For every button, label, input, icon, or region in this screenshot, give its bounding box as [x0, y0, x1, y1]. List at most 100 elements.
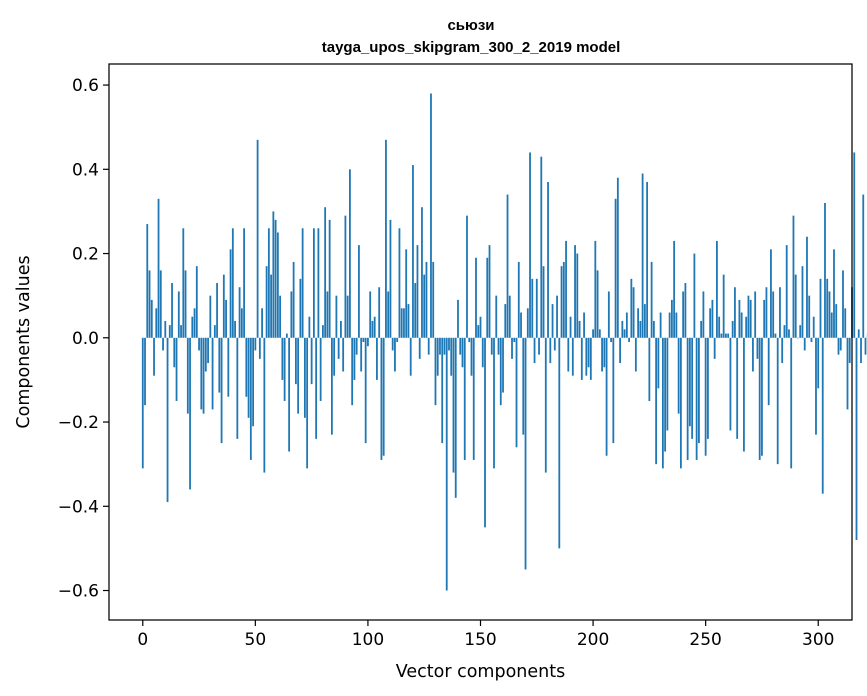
bar-component-272 — [754, 291, 757, 338]
y-tick-label: 0.0 — [72, 329, 99, 349]
bar-component-93 — [351, 337, 354, 406]
bar-component-106 — [380, 337, 383, 460]
bar-component-148 — [475, 257, 477, 338]
plot-frame — [108, 63, 853, 621]
bar-component-82 — [326, 291, 329, 338]
bar-component-163 — [508, 295, 511, 338]
bar-component-230 — [659, 312, 662, 338]
bar-component-277 — [765, 287, 768, 338]
bar-component-287 — [788, 329, 790, 338]
bar-component-149 — [477, 325, 480, 338]
x-tick-label: 250 — [689, 630, 721, 650]
bar-component-307 — [833, 249, 835, 338]
bar-component-65 — [288, 337, 291, 452]
bar-component-278 — [767, 337, 770, 406]
bar-component-217 — [630, 278, 633, 338]
bar-component-191 — [571, 337, 574, 376]
bar-component-178 — [542, 266, 545, 338]
bar-component-153 — [486, 257, 489, 338]
bar-component-244 — [691, 337, 694, 439]
bar-component-220 — [637, 308, 640, 338]
bar-component-59 — [274, 219, 277, 338]
bar-component-127 — [427, 337, 430, 355]
bar-component-77 — [315, 337, 318, 439]
bar-component-135 — [445, 337, 448, 591]
bar-component-63 — [283, 337, 286, 401]
bar-component-20 — [186, 337, 189, 414]
bar-component-184 — [556, 295, 558, 338]
bar-component-15 — [175, 337, 178, 401]
y-tick-label: −0.4 — [58, 497, 99, 517]
bar-component-33 — [216, 283, 218, 338]
bar-component-16 — [177, 291, 180, 338]
bar-component-182 — [551, 304, 554, 338]
bar-component-167 — [517, 261, 520, 338]
bar-component-37 — [225, 299, 227, 338]
bar-component-79 — [319, 337, 322, 401]
bar-component-232 — [664, 337, 667, 452]
bar-component-188 — [565, 240, 567, 338]
bar-component-166 — [515, 337, 518, 448]
bar-component-45 — [243, 228, 245, 338]
bar-component-179 — [544, 337, 547, 473]
bar-component-94 — [353, 337, 356, 380]
bar-component-111 — [391, 337, 394, 351]
bar-component-150 — [479, 316, 482, 338]
bar-component-320 — [862, 194, 865, 338]
bar-component-30 — [209, 295, 212, 338]
bar-component-35 — [220, 337, 223, 444]
bar-component-319 — [860, 337, 862, 364]
bar-component-283 — [779, 287, 781, 338]
bar-component-274 — [758, 337, 761, 460]
bar-component-60 — [276, 232, 279, 338]
bar-component-41 — [234, 320, 236, 338]
bar-component-14 — [173, 337, 176, 368]
bar-component-263 — [734, 287, 736, 338]
bar-component-67 — [292, 261, 295, 338]
bar-component-10 — [164, 320, 167, 338]
bar-component-250 — [704, 337, 707, 456]
bar-component-207 — [607, 291, 610, 338]
bar-component-242 — [686, 337, 689, 460]
bar-component-225 — [648, 337, 651, 401]
bar-component-219 — [634, 337, 637, 372]
bar-component-169 — [522, 337, 525, 435]
bar-component-54 — [263, 337, 266, 473]
bar-component-214 — [623, 329, 626, 338]
bar-component-246 — [695, 337, 698, 460]
bar-component-88 — [340, 320, 342, 338]
bar-component-3 — [148, 270, 151, 338]
bar-component-156 — [493, 337, 495, 469]
bar-component-143 — [463, 337, 466, 460]
x-tick-label: 200 — [577, 630, 609, 650]
bar-component-8 — [159, 270, 162, 338]
bar-component-275 — [761, 337, 763, 456]
bar-component-170 — [524, 337, 527, 570]
bar-component-87 — [337, 337, 340, 359]
bar-component-174 — [533, 337, 536, 364]
bar-component-162 — [506, 194, 509, 338]
bar-component-62 — [281, 337, 284, 380]
bar-component-132 — [439, 337, 441, 355]
bar-component-185 — [558, 337, 561, 549]
bar-component-227 — [652, 320, 655, 338]
bar-component-70 — [299, 278, 302, 338]
bar-component-298 — [812, 316, 815, 338]
bar-component-78 — [317, 228, 320, 338]
bar-component-204 — [601, 337, 603, 372]
bar-component-255 — [716, 240, 718, 338]
bar-component-152 — [484, 337, 486, 528]
bar-component-261 — [729, 337, 732, 431]
bar-component-190 — [569, 316, 572, 338]
bar-component-90 — [344, 215, 347, 338]
bar-component-302 — [821, 337, 824, 494]
bar-component-273 — [756, 337, 759, 359]
bar-component-269 — [747, 295, 750, 338]
bar-component-9 — [162, 337, 164, 351]
bar-component-223 — [643, 304, 646, 338]
bar-component-235 — [670, 299, 673, 338]
bar-component-187 — [562, 261, 565, 338]
bar-component-145 — [468, 337, 471, 342]
bar-component-108 — [385, 139, 387, 338]
bar-component-303 — [824, 203, 826, 338]
